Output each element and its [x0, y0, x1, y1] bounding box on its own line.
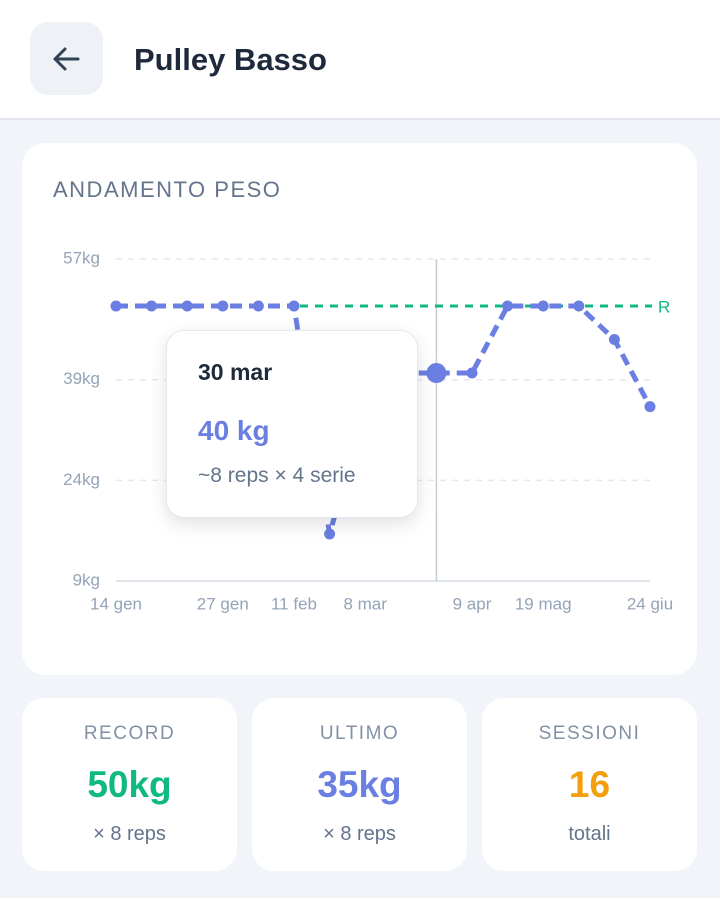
- stat-value: 35kg: [317, 764, 402, 805]
- data-point: [537, 300, 549, 312]
- x-tick-label: 8 mar: [343, 594, 387, 613]
- y-tick-label: 57kg: [63, 248, 100, 267]
- data-point: [426, 363, 447, 384]
- data-point: [324, 528, 336, 540]
- stat-value: 50kg: [87, 764, 172, 805]
- stat-detail: × 8 reps: [93, 823, 166, 845]
- x-tick-label: 27 gen: [197, 594, 249, 613]
- data-point: [608, 334, 620, 345]
- data-point: [146, 300, 158, 312]
- header: Pulley Basso: [0, 0, 720, 120]
- record-label: R: [658, 297, 670, 316]
- stat-card: RECORD 50kg × 8 reps: [22, 698, 237, 871]
- data-point: [110, 300, 122, 312]
- stat-detail: totali: [568, 823, 611, 845]
- back-icon: [53, 47, 80, 71]
- data-point: [252, 300, 264, 312]
- back-button[interactable]: [30, 22, 103, 95]
- data-point: [502, 300, 514, 312]
- x-tick-label: 11 feb: [271, 594, 317, 613]
- stat-label: ULTIMO: [319, 723, 400, 744]
- x-tick-label: 14 gen: [90, 594, 142, 613]
- x-tick-label: 19 mag: [515, 594, 572, 613]
- stat-detail: × 8 reps: [323, 823, 396, 845]
- stat-label: SESSIONI: [538, 723, 641, 744]
- data-point: [288, 300, 300, 312]
- stat-card: SESSIONI 16 totali: [482, 698, 697, 871]
- data-point: [181, 300, 193, 312]
- tooltip-date: 30 mar: [198, 359, 273, 385]
- page-title: Pulley Basso: [134, 42, 327, 77]
- x-tick-label: 9 apr: [453, 594, 492, 613]
- tooltip: 30 mar 40 kg ~8 reps × 4 serie: [166, 330, 418, 518]
- data-point: [466, 367, 478, 379]
- data-point: [217, 300, 229, 312]
- stat-card: ULTIMO 35kg × 8 reps: [252, 698, 467, 871]
- stat-label: RECORD: [83, 723, 176, 744]
- tooltip-detail: ~8 reps × 4 serie: [198, 464, 356, 487]
- stat-value: 16: [568, 764, 611, 805]
- y-tick-label: 24kg: [63, 470, 100, 489]
- data-point: [573, 300, 585, 312]
- x-tick-label: 24 giu: [627, 594, 673, 613]
- weight-line: [116, 303, 653, 537]
- data-point: [644, 401, 656, 413]
- tooltip-value: 40 kg: [198, 415, 270, 446]
- y-tick-label: 9kg: [73, 570, 100, 589]
- chart-title: ANDAMENTO PESO: [53, 177, 281, 202]
- y-tick-label: 39kg: [63, 369, 100, 388]
